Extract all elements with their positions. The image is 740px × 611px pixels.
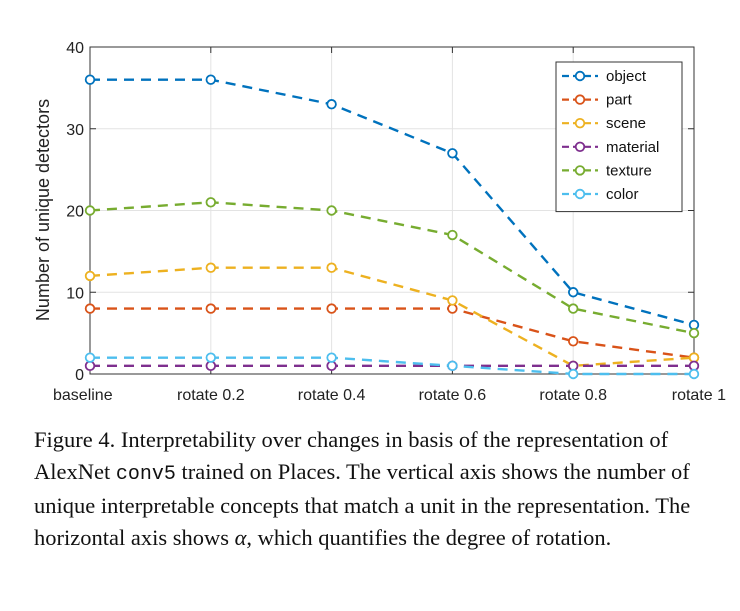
data-point-object xyxy=(326,99,337,110)
x-tick-label: rotate 0.8 xyxy=(539,387,607,404)
y-tick-label: 0 xyxy=(75,367,84,384)
x-axis-ticks: baseline rotate 0.2 rotate 0.4 rotate 0.6 ro… xyxy=(53,47,726,404)
series-line-object xyxy=(90,78,695,327)
line-chart: 0 10 20 30 40 baseline rotate 0.2 rotate 0.4 ro… xyxy=(33,40,726,404)
legend: object part scene material texture color xyxy=(555,61,683,213)
data-point-part xyxy=(205,303,217,314)
data-point-color xyxy=(205,352,217,363)
y-tick-label: 40 xyxy=(66,40,84,57)
data-point-texture xyxy=(688,327,700,339)
x-tick-label: rotate 0.4 xyxy=(298,387,366,404)
legend-label: object xyxy=(606,68,647,85)
legend-label: scene xyxy=(606,115,646,132)
legend-box xyxy=(555,61,683,213)
series-part xyxy=(84,303,700,363)
legend-item-scene: scene xyxy=(562,115,646,132)
x-tick-label: rotate 0.2 xyxy=(177,387,245,404)
data-point-scene xyxy=(205,262,217,273)
data-point-object xyxy=(568,287,579,298)
y-tick-label: 20 xyxy=(66,204,84,221)
y-axis-ticks: 0 10 20 30 40 xyxy=(66,40,694,384)
data-point-texture xyxy=(205,197,217,208)
legend-label: color xyxy=(606,186,639,203)
y-axis-label: Number of unique detectors xyxy=(33,99,53,321)
series-object xyxy=(84,74,700,331)
data-point-part xyxy=(84,303,96,314)
legend-marker xyxy=(574,70,586,82)
data-point-object xyxy=(205,74,217,85)
legend-marker xyxy=(574,94,586,105)
series-color xyxy=(84,352,700,380)
caption-text-2: trained on Places. The vertical axis sho… xyxy=(34,458,691,550)
data-point-color xyxy=(568,368,579,380)
caption-text-1: Figure 4. Interpretability over changes … xyxy=(34,427,669,484)
data-point-object xyxy=(447,148,458,159)
legend-item-part: part xyxy=(562,92,633,109)
legend-label: texture xyxy=(606,162,652,179)
data-point-part xyxy=(568,336,579,347)
legend-marker xyxy=(574,117,586,129)
y-tick-label: 30 xyxy=(66,122,84,139)
series-layer xyxy=(84,74,700,380)
data-point-part xyxy=(326,303,337,314)
series-line-scene xyxy=(89,266,695,368)
legend-marker xyxy=(574,141,586,153)
series-line-texture xyxy=(89,201,695,335)
series-scene xyxy=(84,262,700,372)
series-material xyxy=(84,360,700,372)
data-point-scene xyxy=(326,262,337,273)
x-tick-label: rotate 0.6 xyxy=(419,387,487,404)
legend-item-object: object xyxy=(562,68,647,85)
legend-item-material: material xyxy=(562,139,659,156)
series-texture xyxy=(84,197,700,339)
data-point-object xyxy=(84,74,96,85)
data-point-color xyxy=(326,352,337,363)
legend-label: part xyxy=(606,92,633,109)
data-point-color xyxy=(447,360,458,372)
caption-code: conv5 xyxy=(115,462,176,486)
data-point-texture xyxy=(447,229,458,241)
legend-item-texture: texture xyxy=(562,162,652,179)
data-point-color xyxy=(688,368,700,380)
figure-caption: Figure 4. Interpretability over changes … xyxy=(34,424,724,553)
legend-item-color: color xyxy=(562,186,639,203)
data-point-texture xyxy=(568,303,579,314)
data-point-texture xyxy=(326,205,337,216)
y-tick-label: 10 xyxy=(66,285,84,302)
legend-marker xyxy=(574,188,586,200)
x-tick-label: baseline xyxy=(53,387,113,404)
caption-text-3: , which quantifies the degree of rotatio… xyxy=(246,524,612,550)
legend-marker xyxy=(574,165,586,176)
data-point-scene xyxy=(84,270,96,282)
data-point-color xyxy=(84,352,96,363)
x-tick-label: rotate 1 xyxy=(672,387,726,404)
data-point-scene xyxy=(447,295,458,306)
legend-label: material xyxy=(606,139,659,156)
series-line-part xyxy=(90,307,695,359)
caption-symbol: α xyxy=(234,524,247,550)
data-point-texture xyxy=(84,205,96,216)
